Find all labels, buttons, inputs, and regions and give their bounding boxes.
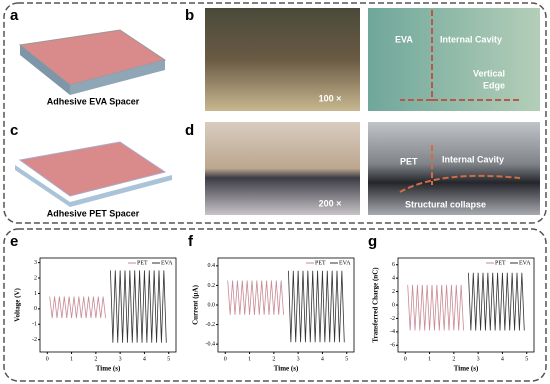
series-line [49, 296, 106, 319]
x-tick-label: 3 [119, 356, 122, 362]
legend-label: PET [315, 260, 326, 266]
photo [205, 122, 360, 215]
x-tick-label: 1 [248, 356, 251, 362]
outline [399, 145, 521, 193]
device-c-side [15, 165, 172, 207]
legend-label: EVA [161, 260, 173, 266]
caption: Adhesive PET Spacer [47, 208, 140, 218]
x-tick-label: 3 [297, 356, 300, 362]
y-tick-label: 2 [392, 289, 395, 295]
x-tick-label: 0 [224, 356, 227, 362]
label: Structural collapse [405, 199, 486, 209]
y-tick-label: 0.2 [208, 283, 216, 289]
panel-label: d [185, 122, 194, 139]
legend-label: PET [495, 260, 506, 266]
caption: Adhesive EVA Spacer [47, 96, 140, 106]
x-tick-label: 4 [143, 356, 146, 362]
panel-label: e [10, 233, 18, 250]
x-tick-label: 5 [167, 356, 170, 362]
series-line [110, 270, 167, 343]
y-tick-label: -0.4 [206, 342, 216, 348]
y-tick-label: 6 [392, 262, 395, 268]
y-tick-label: -2 [32, 337, 37, 343]
series-line [288, 270, 345, 343]
x-tick-label: 1 [70, 356, 73, 362]
x-tick-label: 5 [525, 356, 528, 362]
legend-label: EVA [519, 260, 531, 266]
series-line [468, 272, 525, 331]
x-tick-label: 1 [428, 356, 431, 362]
panel-label: c [10, 122, 18, 139]
y-tick-label: -2 [390, 316, 395, 322]
y-tick-label: -0.2 [206, 322, 216, 328]
scale: 200 × [319, 198, 342, 208]
label: Internal Cavity [442, 154, 504, 164]
panel-label: g [368, 233, 377, 250]
y-tick-label: 4 [392, 276, 395, 282]
bottom-frame [3, 228, 547, 382]
label: EVA [395, 34, 413, 44]
device-a [18, 29, 167, 86]
panel-label: a [10, 7, 19, 24]
y-tick-label: 0.4 [208, 263, 216, 269]
x-axis-label: Time (s) [454, 365, 479, 373]
y-axis-label: Current (μA) [192, 284, 200, 324]
device-c [18, 141, 167, 197]
x-tick-label: 4 [501, 356, 504, 362]
y-tick-label: -4 [390, 329, 395, 335]
y-tick-label: 2 [34, 275, 37, 281]
legend-label: PET [137, 260, 148, 266]
y-axis-label: Voltage (V) [14, 287, 22, 321]
x-axis-label: Time (s) [96, 365, 121, 373]
photo [368, 122, 540, 215]
x-axis-label: Time (s) [274, 365, 299, 373]
device-a-side [70, 60, 165, 95]
x-tick-label: 2 [94, 356, 97, 362]
x-tick-label: 2 [272, 356, 275, 362]
x-tick-label: 2 [452, 356, 455, 362]
label: Internal Cavity [440, 34, 502, 44]
y-axis-label: Transferred Charge (nC) [372, 267, 380, 343]
outline [400, 10, 520, 101]
y-tick-label: 1 [34, 291, 37, 297]
label: PET [400, 156, 418, 166]
x-tick-label: 0 [46, 356, 49, 362]
scale: 100 × [319, 93, 342, 103]
series-line [227, 280, 284, 315]
x-tick-label: 3 [477, 356, 480, 362]
top-frame [3, 2, 547, 224]
y-tick-label: -6 [390, 343, 395, 349]
x-tick-label: 0 [404, 356, 407, 362]
y-tick-label: 3 [34, 260, 37, 266]
device-a-side [20, 45, 70, 95]
label: Vertical [473, 68, 505, 78]
y-tick-label: 0.0 [208, 302, 216, 308]
label: Edge [483, 80, 505, 90]
x-tick-label: 5 [345, 356, 348, 362]
series-line [407, 284, 464, 331]
y-tick-label: 0 [392, 302, 395, 308]
plot-frame [39, 257, 177, 353]
y-tick-label: -1 [32, 322, 37, 328]
legend-label: EVA [339, 260, 351, 266]
x-tick-label: 4 [321, 356, 324, 362]
panel-label: b [185, 7, 194, 24]
panel-label: f [188, 233, 194, 250]
photo [205, 8, 360, 111]
photo [368, 8, 540, 111]
y-tick-label: 0 [34, 306, 37, 312]
